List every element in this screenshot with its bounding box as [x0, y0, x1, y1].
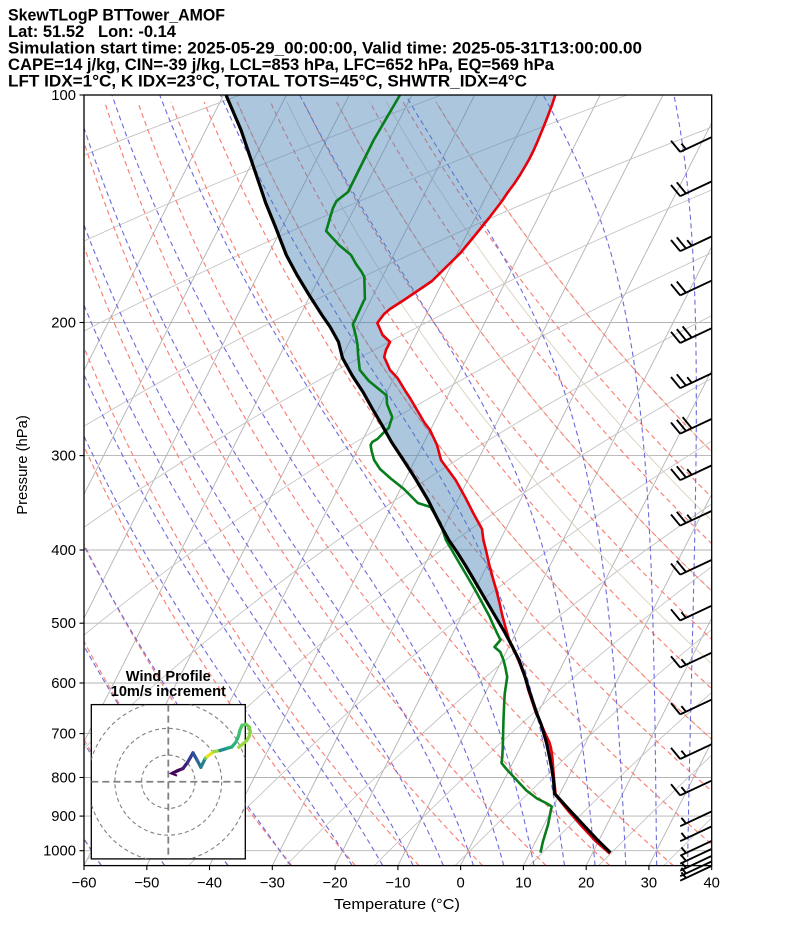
svg-text:−60: −60 — [71, 876, 96, 892]
svg-text:Simulation start time: 2025-05: Simulation start time: 2025-05-29_00:00:… — [8, 40, 642, 58]
svg-text:20: 20 — [578, 876, 594, 892]
svg-text:−10: −10 — [385, 876, 410, 892]
svg-text:0: 0 — [456, 876, 464, 892]
svg-text:CAPE=14 j/kg, CIN=-39 j/kg, LC: CAPE=14 j/kg, CIN=-39 j/kg, LCL=853 hPa,… — [8, 56, 555, 74]
svg-text:30: 30 — [641, 876, 657, 892]
svg-text:1000: 1000 — [43, 844, 76, 860]
svg-text:500: 500 — [51, 616, 76, 632]
svg-text:LFT IDX=1°C, K IDX=23°C, TOTAL: LFT IDX=1°C, K IDX=23°C, TOTAL TOTS=45°C… — [8, 73, 527, 91]
svg-text:400: 400 — [51, 543, 76, 559]
svg-text:200: 200 — [51, 315, 76, 331]
svg-text:Temperature (°C): Temperature (°C) — [334, 897, 460, 913]
svg-text:−40: −40 — [197, 876, 222, 892]
svg-text:800: 800 — [51, 770, 76, 786]
svg-text:600: 600 — [51, 676, 76, 692]
svg-text:SkewTLogP BTTower_AMOF: SkewTLogP BTTower_AMOF — [8, 7, 225, 25]
svg-text:−30: −30 — [260, 876, 285, 892]
svg-text:40: 40 — [703, 876, 719, 892]
svg-text:900: 900 — [51, 809, 76, 825]
svg-text:10: 10 — [515, 876, 531, 892]
svg-text:−50: −50 — [134, 876, 159, 892]
svg-text:100: 100 — [51, 88, 76, 104]
svg-text:−20: −20 — [323, 876, 348, 892]
svg-text:700: 700 — [51, 726, 76, 742]
svg-text:Pressure (hPa): Pressure (hPa) — [15, 415, 31, 515]
svg-text:Lat: 51.52 Lon: -0.14: Lat: 51.52 Lon: -0.14 — [8, 23, 176, 41]
svg-text:Wind Profile: Wind Profile — [126, 669, 211, 685]
svg-text:10m/s increment: 10m/s increment — [111, 684, 226, 700]
svg-text:300: 300 — [51, 448, 76, 464]
